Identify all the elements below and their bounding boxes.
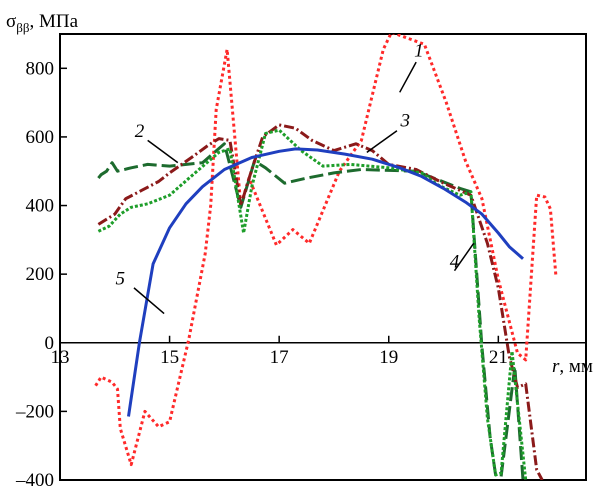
y-axis-title: σββ, МПа [6,11,79,35]
series-1-label: 1 [414,40,424,61]
ticks: 13 15 17 19 21 –400 –200 0 200 400 600 800 [15,58,586,488]
y-axis-subscript: ββ [16,20,30,35]
series-4-leader [453,242,475,272]
series-1-line [94,34,558,467]
series-4-line [97,128,528,480]
series-5-leader [133,287,165,315]
series-4-label: 4 [450,251,460,272]
leaders-layer [133,61,475,315]
y-axis-unit: , МПа [29,11,78,32]
y-tick-label: 600 [26,127,55,148]
x-tick-label: 19 [379,347,398,368]
x-tick-label: 17 [270,347,289,368]
y-tick-label: 0 [45,333,55,354]
series-2-leader [147,139,179,164]
series-3-line [97,123,544,480]
x-tick-label: 21 [489,347,508,368]
series-2-line [97,142,525,480]
y-tick-label: 400 [26,196,55,217]
series-layer [94,34,558,480]
y-tick-label: 800 [26,58,55,79]
x-tick-label: 13 [51,347,70,368]
plot-frame [59,33,587,481]
y-tick-label: –200 [15,401,54,422]
x-axis-title: r, мм [552,356,593,377]
labels-layer: 1 2 3 4 5 [116,40,460,289]
x-axis-unit: , мм [559,356,593,377]
series-3-label: 3 [399,111,410,132]
series-1-leader [399,61,417,93]
y-tick-label: 200 [26,264,55,285]
y-tick-label: –400 [15,470,54,488]
x-tick-label: 15 [160,347,179,368]
y-axis-symbol: σ [6,11,16,32]
series-2-label: 2 [135,121,145,142]
series-5-label: 5 [116,268,126,289]
series-3-leader [366,130,398,153]
series-5-line [127,147,524,417]
x-axis-symbol: r [552,356,560,377]
